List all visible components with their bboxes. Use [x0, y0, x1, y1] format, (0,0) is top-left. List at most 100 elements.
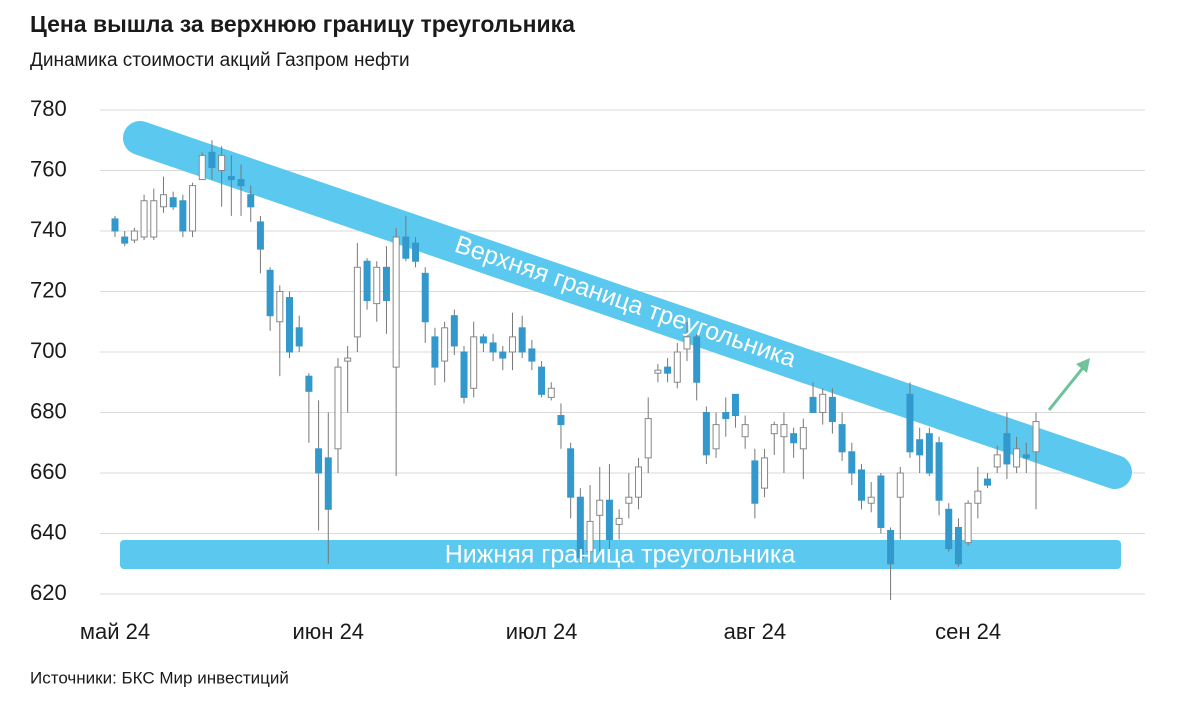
lower-band-label: Нижняя граница треугольника: [445, 541, 796, 569]
candle-body: [373, 266, 381, 305]
y-tick-label: 760: [30, 156, 67, 181]
candle-body: [712, 424, 720, 450]
candle-body: [867, 496, 875, 504]
candle-body: [130, 230, 138, 241]
candle-body: [664, 366, 672, 374]
candle-body: [925, 433, 933, 474]
candle-body: [906, 393, 914, 453]
candle-body: [751, 460, 759, 504]
candle-body: [567, 448, 575, 498]
candle-body: [954, 526, 962, 565]
candle-body: [344, 357, 352, 362]
candle-body: [538, 366, 546, 395]
candle-body: [508, 336, 516, 353]
candle-body: [945, 508, 953, 550]
candle-body: [625, 496, 633, 504]
candle-body: [586, 520, 594, 553]
x-tick-label: июн 24: [293, 619, 365, 644]
candle-body: [838, 424, 846, 453]
candle-body: [489, 342, 497, 353]
candle-body: [848, 451, 856, 474]
candle-body: [421, 272, 429, 323]
candle-body: [150, 200, 158, 238]
candle-body: [635, 466, 643, 498]
candle-body: [247, 194, 255, 208]
candle-body: [392, 236, 400, 368]
candle-body: [111, 218, 119, 232]
candle-body: [256, 221, 264, 250]
y-tick-label: 720: [30, 277, 67, 302]
candle-body: [528, 348, 536, 362]
candle-body: [334, 366, 342, 450]
candle-body: [896, 472, 904, 498]
candle-body: [974, 490, 982, 504]
candle-body: [761, 457, 769, 489]
x-tick-label: май 24: [80, 619, 150, 644]
candle-body: [276, 291, 284, 323]
candle-body: [198, 154, 206, 181]
candle-body: [654, 369, 662, 374]
chart-title: Цена вышла за верхнюю границу треугольни…: [30, 11, 575, 37]
candle-body: [809, 396, 817, 413]
candle-body: [237, 179, 245, 187]
candle-body: [460, 351, 468, 398]
arrow: [1047, 363, 1088, 411]
candle-body: [877, 475, 885, 528]
candle-body: [984, 478, 992, 486]
candle-body: [935, 442, 943, 501]
candle-body: [741, 424, 749, 438]
candle-body: [770, 424, 778, 435]
candle-body: [450, 315, 458, 347]
candle-body: [324, 457, 332, 510]
candle-body: [315, 448, 323, 474]
candle-body: [266, 269, 274, 317]
y-tick-label: 740: [30, 217, 67, 242]
candle-body: [382, 266, 390, 302]
candle-body: [140, 200, 148, 238]
candle-body: [964, 502, 972, 544]
candle-body: [673, 351, 681, 383]
candle-body: [722, 412, 730, 420]
candle-body: [790, 433, 798, 444]
candle-body: [121, 236, 129, 244]
candle-body: [208, 151, 216, 168]
x-tick-label: сен 24: [935, 619, 1001, 644]
candle-body: [605, 499, 613, 541]
candle-body: [596, 499, 604, 516]
candle-body: [857, 469, 865, 501]
candle-body: [693, 336, 701, 383]
candle-body: [431, 336, 439, 368]
upper-band: [123, 121, 1132, 489]
candle-body: [644, 418, 652, 459]
candle-body: [576, 496, 584, 559]
candle-body: [887, 529, 895, 565]
y-tick-label: 780: [30, 96, 67, 121]
candle-body: [1022, 454, 1030, 459]
candle-body: [402, 236, 410, 259]
candle-body: [1003, 433, 1011, 465]
candle-body: [412, 242, 420, 262]
candle-body: [547, 387, 555, 398]
candle-body: [557, 415, 565, 426]
candle-body: [993, 454, 1001, 468]
candle-body: [159, 194, 167, 208]
candle-body: [683, 336, 691, 350]
candle-body: [218, 154, 226, 171]
y-tick-label: 620: [30, 580, 67, 605]
candle-body: [305, 375, 313, 392]
candle-body: [189, 185, 197, 232]
candle-body: [353, 266, 361, 338]
candle-body: [1013, 448, 1021, 468]
y-tick-label: 660: [30, 459, 67, 484]
arrow-head: [1076, 358, 1090, 373]
candle-body: [286, 297, 294, 353]
y-tick-label: 640: [30, 519, 67, 544]
chart-subtitle: Динамика стоимости акций Газпром нефти: [30, 50, 410, 71]
candle-body: [1032, 421, 1040, 453]
candle-body: [499, 351, 507, 359]
candle-body: [916, 439, 924, 456]
lower-band: [120, 540, 1121, 569]
candle-body: [702, 412, 710, 456]
candle-body: [518, 327, 526, 353]
y-tick-label: 700: [30, 338, 67, 363]
